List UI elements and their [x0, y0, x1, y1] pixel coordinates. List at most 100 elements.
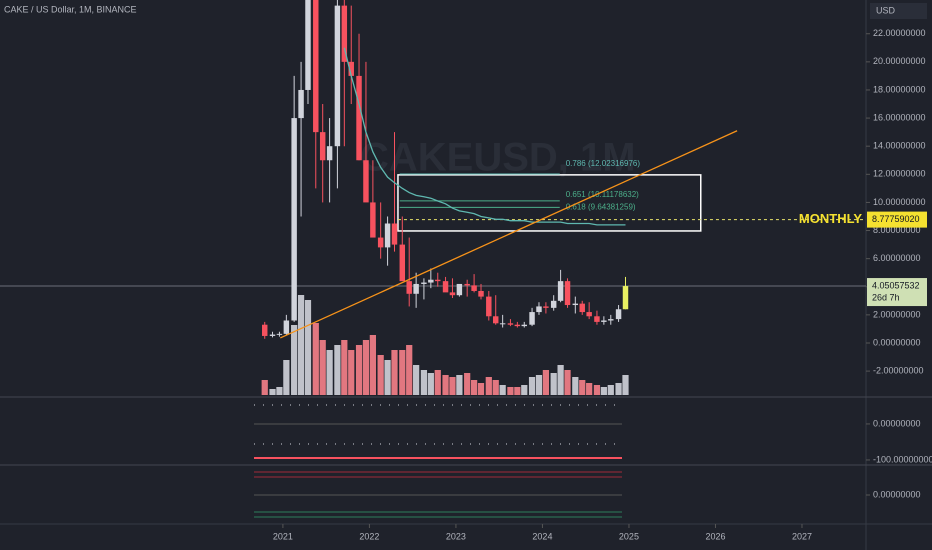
volume-bar: [470, 380, 478, 395]
candle-body: [601, 320, 607, 322]
y-tick-label: 20.00000000: [873, 56, 926, 66]
candle-body: [421, 282, 427, 284]
fib-label: 0.651 (10.11178632): [566, 190, 639, 199]
volume-bar: [261, 380, 268, 395]
level-tag-label: 8.77759020: [872, 214, 920, 224]
candle-body: [442, 281, 449, 293]
volume-bar: [304, 300, 312, 395]
volume-bar: [622, 375, 629, 395]
volume-bar: [557, 365, 564, 395]
candle-body: [276, 333, 283, 335]
last-tag: [867, 278, 927, 307]
candle-body: [334, 5, 341, 147]
candle-body: [341, 5, 348, 62]
candle-body: [622, 286, 629, 310]
watermark: CAKEUSD, 1M: [360, 136, 636, 180]
volume-bar: [550, 373, 557, 395]
candle-body: [384, 223, 391, 248]
trendline: [280, 130, 738, 339]
last-tag-label: 4.05057532: [872, 280, 920, 290]
y-tick-label: 0.00000000: [873, 418, 921, 428]
candle-body: [428, 279, 434, 283]
volume-bar: [369, 335, 376, 395]
volume-bar: [291, 325, 298, 395]
candle-body: [550, 300, 557, 308]
candle-body: [291, 118, 297, 321]
candle-body: [319, 132, 326, 161]
candle-body: [456, 283, 463, 296]
volume-bar: [377, 355, 384, 395]
volume-bar: [572, 377, 579, 395]
volume-bar: [449, 377, 456, 395]
volume-bar: [427, 373, 434, 395]
y-tick-label: 18.00000000: [873, 84, 926, 94]
candle-body: [391, 223, 398, 245]
candle-body: [572, 303, 579, 306]
candle-body: [269, 334, 276, 336]
candle-body: [486, 296, 492, 317]
volume-bar: [434, 370, 441, 395]
candle-body: [406, 281, 412, 294]
candle-body: [326, 146, 333, 161]
candle-body: [499, 323, 506, 325]
volume-bar: [485, 377, 492, 395]
candle-body: [529, 312, 535, 325]
plot: 0.786 (12.02316976) 0.651 (10.11178632) 0.…: [0, 0, 866, 395]
volume-bar: [391, 350, 398, 395]
x-tick-label: 2024: [532, 531, 552, 541]
x-tick-label: 2027: [792, 531, 812, 541]
y-tick-label: -100.00000000: [873, 454, 932, 464]
candle-body: [370, 202, 376, 238]
countdown: 26d 7h: [872, 292, 900, 302]
y-tick-label: 2.00000000: [873, 309, 921, 319]
volume-bar: [326, 350, 333, 395]
volume-bar: [600, 387, 607, 395]
volume-bar: [464, 373, 471, 395]
x-tick-label: 2023: [446, 531, 466, 541]
candle-body: [399, 244, 406, 282]
candle-body: [615, 309, 622, 320]
volume-bar: [413, 365, 420, 395]
y-tick-label: 16.00000000: [873, 112, 926, 122]
candle-body: [348, 61, 354, 76]
candle-body: [564, 281, 571, 306]
volume-bar: [348, 350, 355, 395]
candle-body: [356, 75, 362, 161]
y-tick-label: 0.00000000: [873, 337, 921, 347]
currency: USD: [876, 5, 896, 15]
candle-body: [514, 324, 521, 327]
candle-body: [283, 320, 290, 334]
volume-bar: [456, 375, 463, 395]
volume-bar: [514, 387, 521, 395]
level-tag: [867, 211, 927, 228]
fib-label: 0.618 (9.64381259): [566, 203, 636, 212]
volume-bar: [283, 360, 290, 395]
candle-body: [413, 283, 419, 294]
volume-bar: [442, 375, 449, 395]
candle-body: [435, 279, 441, 282]
x-tick-label: 2025: [619, 531, 639, 541]
volume-bar: [312, 323, 319, 395]
volume-bar: [399, 350, 406, 395]
candle-body: [377, 237, 384, 248]
volume-bar: [528, 377, 536, 395]
volume-bar: [607, 385, 614, 395]
fib-label: 0.786 (12.02316976): [566, 159, 641, 168]
y-tick-label: 12.00000000: [873, 169, 926, 179]
candle-body: [471, 285, 477, 291]
volume-bar: [535, 375, 543, 395]
volume-bar: [477, 383, 485, 395]
y-tick-label: 14.00000000: [873, 141, 926, 151]
candle-body: [543, 306, 549, 308]
volume-bar: [586, 383, 593, 395]
volume-bar: [420, 370, 428, 395]
x-tick-label: 2022: [359, 531, 379, 541]
currency-box[interactable]: [870, 3, 927, 19]
candle-body: [449, 292, 456, 296]
volume-bar: [521, 385, 528, 395]
candle-body: [594, 316, 600, 322]
candle-body: [478, 290, 484, 297]
moving-average: [343, 47, 626, 226]
volume-bar: [593, 385, 601, 395]
